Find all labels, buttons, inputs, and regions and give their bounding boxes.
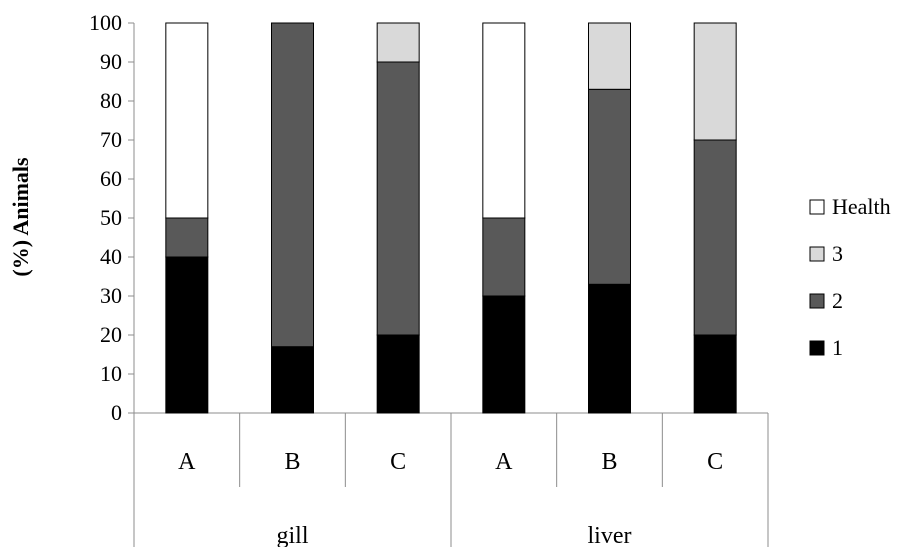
bar-segment-1 [589,284,631,413]
legend-label: 3 [832,241,843,266]
y-tick-label: 20 [100,322,122,347]
group-label: liver [588,523,632,547]
y-tick-label: 60 [100,166,122,191]
x-tick-label: C [390,449,406,475]
bar-segment-2 [483,218,525,296]
bar-segment-1 [483,296,525,413]
bar-segment-3 [694,23,736,140]
legend-swatch [810,247,824,261]
axes [134,23,768,547]
bar-segment-3 [589,23,631,89]
legend-swatch [810,200,824,214]
y-tick-label: 30 [100,283,122,308]
bars [166,23,736,413]
legend-label: 2 [832,288,843,313]
bar-segment-1 [377,335,419,413]
y-tick-label: 90 [100,49,122,74]
y-tick-label: 0 [111,400,122,425]
y-tick-label: 50 [100,205,122,230]
legend-label: Health [832,194,891,219]
y-tick-label: 10 [100,361,122,386]
y-tick-label: 80 [100,88,122,113]
bar-segment-1 [272,347,314,413]
y-tick-label: 100 [89,10,122,35]
y-tick-label: 40 [100,244,122,269]
x-tick-label: A [495,449,513,475]
bar-segment-health [483,23,525,218]
legend: Health 3 2 1 [810,194,891,360]
bar-segment-health [166,23,208,218]
bar-segment-2 [166,218,208,257]
bar-segment-2 [377,62,419,335]
bar-segment-2 [272,23,314,347]
x-tick-label: A [178,449,196,475]
legend-swatch [810,341,824,355]
group-label: gill [276,523,308,547]
x-tick-label: C [707,449,723,475]
bar-segment-2 [589,89,631,284]
y-axis-label: (%) Animals [8,157,33,277]
legend-label: 1 [832,335,843,360]
x-tick-label: B [284,449,300,475]
bar-segment-1 [694,335,736,413]
bar-segment-1 [166,257,208,413]
x-tick-label: B [601,449,617,475]
y-ticks: 0 10 20 30 40 50 60 70 80 90 100 [89,10,134,425]
bar-segment-3 [377,23,419,62]
bar-segment-2 [694,140,736,335]
y-tick-label: 70 [100,127,122,152]
legend-swatch [810,294,824,308]
